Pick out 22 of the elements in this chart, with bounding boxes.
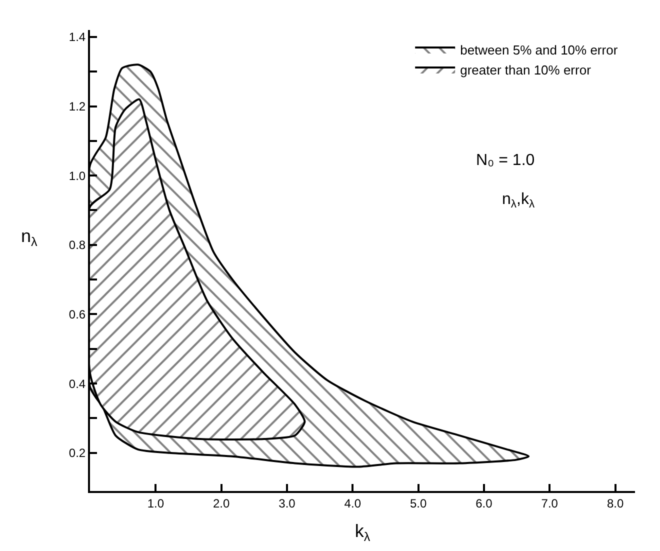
text: n$_{λ}$ [21,226,38,249]
x-tick-label: 6.0 [476,496,493,510]
y-tick-label: 1.0 [68,168,86,183]
y-tick-label: 0.2 [68,446,86,460]
y-axis-title: n$_{λ}$ [502,191,517,210]
x-tick-label: 4.0 [344,496,362,510]
x-tick-label: 8.0 [606,496,624,510]
text: ,k$_{λ}$ [516,191,535,210]
legend-label: greater than 10% error [460,62,592,78]
y-tick-label: 0.6 [68,307,86,322]
y-tick-label: 1.4 [68,30,86,44]
annotation: N₀ = 1.0 [476,152,535,169]
y-tick-label: 0.4 [68,376,86,391]
x-axis-title: k$_{λ}$ [354,521,371,544]
y-tick-label: 0.8 [68,238,86,252]
x-tick-label: 2.0 [212,496,230,510]
x-tick-label: 7.0 [541,496,558,510]
x-tick-label: 5.0 [410,496,427,510]
legend-label: between 5% and 10% error [460,42,618,58]
y-tick-label: 1.2 [68,99,86,114]
x-tick-label: 3.0 [278,496,296,510]
x-tick-label: 1.0 [147,496,164,510]
